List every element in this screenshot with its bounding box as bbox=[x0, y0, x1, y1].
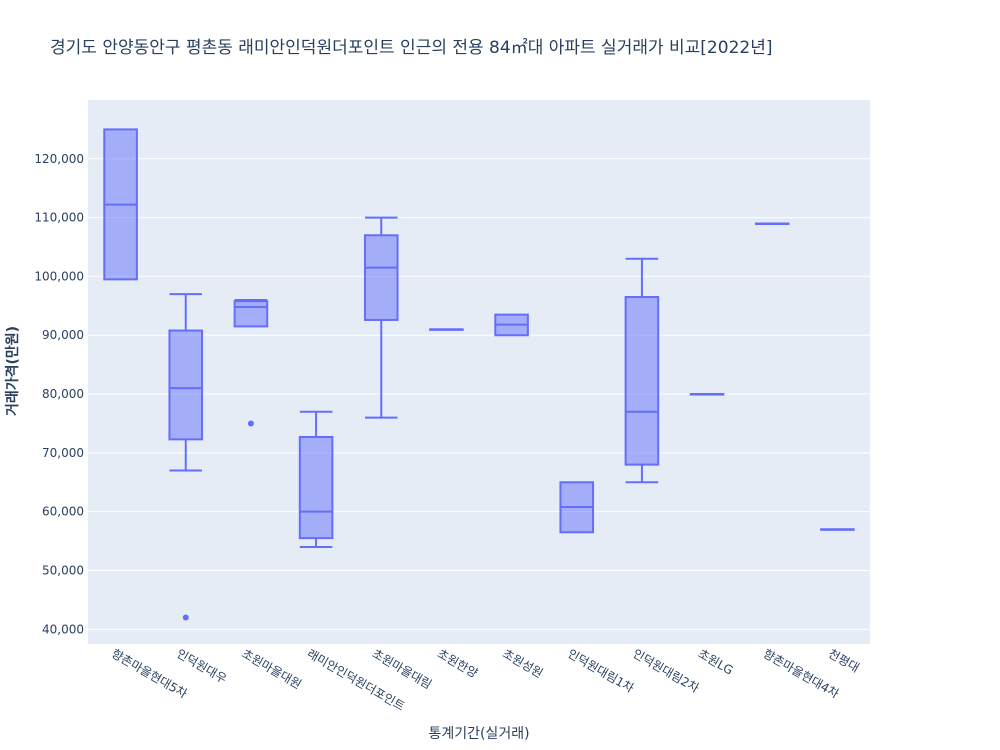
y-tick-label: 100,000 bbox=[34, 269, 84, 283]
box-12 bbox=[820, 528, 855, 531]
box-6 bbox=[429, 328, 464, 331]
outlier-point bbox=[247, 420, 254, 427]
x-tick-label: 초원LG bbox=[696, 646, 736, 677]
outlier-point bbox=[182, 614, 189, 621]
box-1 bbox=[103, 128, 138, 281]
box-5 bbox=[363, 216, 399, 419]
grid-lines bbox=[88, 158, 870, 630]
x-tick-label: 초원한양 bbox=[435, 646, 480, 680]
y-tick-label: 50,000 bbox=[42, 563, 84, 577]
x-tick-label: 천평대 bbox=[826, 646, 862, 676]
box-8 bbox=[559, 481, 595, 534]
box-3 bbox=[233, 298, 269, 427]
x-tick-label: 인덕원대림1차 bbox=[565, 646, 636, 695]
box-10 bbox=[689, 393, 725, 396]
box-body bbox=[233, 300, 269, 328]
y-tick-label: 110,000 bbox=[34, 211, 84, 225]
box-body bbox=[624, 296, 660, 466]
y-tick-label: 80,000 bbox=[42, 387, 84, 401]
box-9 bbox=[624, 257, 660, 484]
x-axis-title: 통계기간(실거래) bbox=[428, 726, 529, 742]
box-4 bbox=[298, 410, 334, 548]
box-2 bbox=[168, 293, 204, 621]
plot-background bbox=[88, 100, 870, 644]
chart-title: 경기도 안양동안구 평촌동 래미안인덕원더포인트 인근의 전용 84㎡대 아파트… bbox=[50, 38, 773, 58]
box-11 bbox=[754, 222, 790, 226]
x-tick-label: 인덕원대우 bbox=[174, 646, 229, 686]
y-axis-ticks: 40,000 50,000 60,000 70,000 80,000 90,000 100,… bbox=[34, 152, 84, 636]
boxes bbox=[103, 128, 855, 621]
x-tick-label: 초원성원 bbox=[500, 646, 545, 680]
y-tick-label: 60,000 bbox=[42, 505, 84, 519]
x-tick-label: 초원마을대원 bbox=[239, 646, 303, 691]
y-tick-label: 70,000 bbox=[42, 446, 84, 460]
box-7 bbox=[494, 313, 529, 337]
box-body bbox=[298, 435, 334, 540]
y-tick-label: 90,000 bbox=[42, 328, 84, 342]
box-body bbox=[168, 329, 204, 441]
box-body bbox=[363, 234, 399, 321]
y-axis-title: 거래가격(만원) bbox=[4, 326, 21, 416]
y-tick-label: 120,000 bbox=[34, 152, 84, 166]
x-tick-label: 인덕원대림2차 bbox=[630, 646, 701, 695]
y-tick-label: 40,000 bbox=[42, 622, 84, 636]
